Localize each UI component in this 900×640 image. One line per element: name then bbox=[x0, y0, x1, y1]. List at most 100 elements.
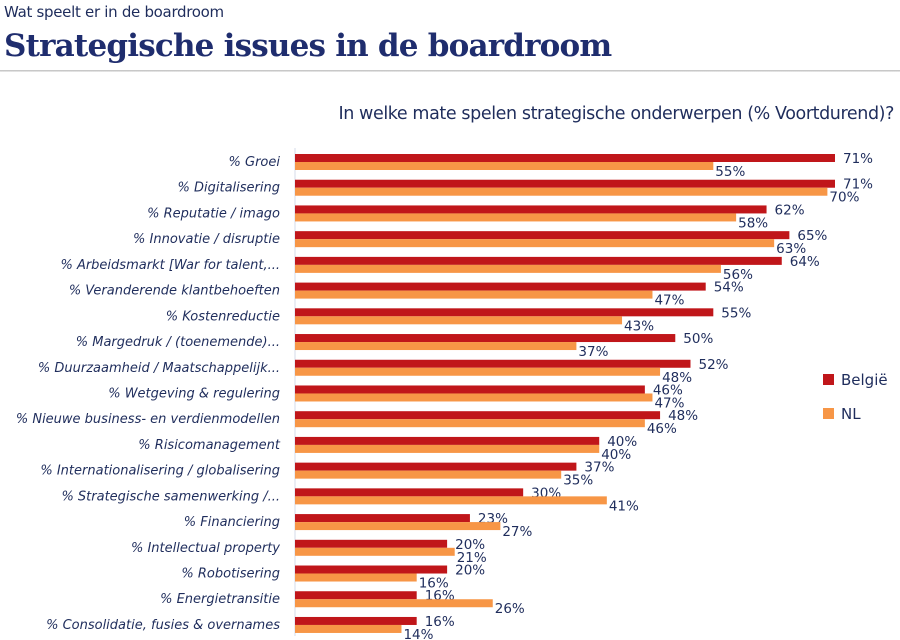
bar-belgie bbox=[295, 488, 524, 497]
bar-nl bbox=[295, 213, 737, 222]
bar-nl bbox=[295, 162, 714, 170]
bar-nl bbox=[295, 367, 661, 376]
legend-label: België bbox=[841, 371, 888, 389]
data-label: 65% bbox=[797, 228, 827, 244]
data-label: 16% bbox=[419, 576, 449, 592]
category-label: % Groei bbox=[229, 155, 281, 170]
category-label: % Consolidatie, fusies & overnames bbox=[46, 618, 280, 633]
category-label: % Nieuwe business- en verdienmodellen bbox=[16, 412, 280, 427]
category-label: % Intellectual property bbox=[131, 541, 280, 556]
data-label: 46% bbox=[653, 382, 683, 398]
data-label: 50% bbox=[683, 331, 713, 347]
data-label: 58% bbox=[738, 215, 768, 231]
bar-nl bbox=[295, 393, 653, 402]
bar-nl bbox=[295, 264, 721, 273]
data-label: 41% bbox=[609, 498, 639, 514]
supertitle: Wat speelt er in de boardroom bbox=[4, 3, 224, 21]
data-label: 35% bbox=[563, 473, 593, 489]
bar-nl bbox=[295, 599, 493, 608]
bar-nl bbox=[295, 316, 623, 325]
bar-nl bbox=[295, 522, 501, 531]
bar-belgie bbox=[295, 256, 782, 265]
data-label: 52% bbox=[698, 357, 728, 373]
chart-title: In welke mate spelen strategische onderw… bbox=[338, 104, 894, 124]
bar-belgie bbox=[295, 385, 645, 394]
title-divider bbox=[0, 70, 900, 72]
bar-belgie bbox=[295, 411, 661, 420]
data-label: 43% bbox=[624, 318, 654, 334]
bar-nl bbox=[295, 239, 775, 248]
category-label: % Margedruk / (toenemende)... bbox=[76, 335, 280, 350]
legend-swatch bbox=[823, 374, 834, 385]
category-label: % Kostenreductie bbox=[166, 309, 280, 324]
category-label: % Duurzaamheid / Maatschappelijk... bbox=[38, 361, 280, 376]
category-label: % Strategische samenwerking /... bbox=[61, 489, 280, 504]
bar-nl bbox=[295, 496, 607, 505]
category-label: % Energietransitie bbox=[160, 592, 280, 607]
bar-belgie bbox=[295, 154, 835, 162]
bar-belgie bbox=[295, 539, 448, 548]
bar-belgie bbox=[295, 514, 470, 523]
data-label: 47% bbox=[654, 293, 684, 309]
data-label: 47% bbox=[654, 395, 684, 411]
bar-nl bbox=[295, 342, 577, 351]
category-label: % Robotisering bbox=[181, 567, 280, 582]
data-label: 54% bbox=[714, 280, 744, 296]
category-label: % Wetgeving & regulering bbox=[108, 386, 280, 401]
bar-nl bbox=[295, 187, 828, 196]
bar-belgie bbox=[295, 565, 448, 574]
data-label: 40% bbox=[607, 434, 637, 450]
category-label: % Internationalisering / globalisering bbox=[40, 464, 280, 479]
bar-belgie bbox=[295, 282, 706, 291]
category-label: % Financiering bbox=[184, 515, 280, 530]
bar-belgie bbox=[295, 616, 417, 625]
data-label: 14% bbox=[403, 627, 433, 640]
category-label: % Innovatie / disruptie bbox=[133, 232, 280, 247]
bar-belgie bbox=[295, 231, 790, 240]
data-label: 70% bbox=[829, 190, 859, 206]
data-label: 48% bbox=[662, 370, 692, 386]
category-label: % Risicomanagement bbox=[138, 438, 281, 453]
bar-belgie bbox=[295, 436, 600, 445]
bar-belgie bbox=[295, 462, 577, 471]
data-label: 37% bbox=[584, 460, 614, 476]
legend-swatch bbox=[823, 408, 834, 419]
data-label: 20% bbox=[455, 537, 485, 553]
bar-belgie bbox=[295, 308, 714, 317]
category-label: % Veranderende klantbehoeften bbox=[69, 284, 280, 299]
data-label: 55% bbox=[721, 305, 751, 321]
bar-belgie bbox=[295, 179, 835, 188]
bar-nl bbox=[295, 624, 402, 633]
category-label: % Reputatie / imago bbox=[147, 206, 280, 221]
data-label: 40% bbox=[601, 447, 631, 463]
bar-nl bbox=[295, 290, 653, 299]
data-label: 27% bbox=[502, 524, 532, 540]
bar-belgie bbox=[295, 334, 676, 343]
data-label: 21% bbox=[457, 550, 487, 566]
bar-nl bbox=[295, 573, 417, 582]
data-label: 20% bbox=[455, 563, 485, 579]
bar-belgie bbox=[295, 205, 767, 214]
legend-label: NL bbox=[841, 405, 861, 423]
bar-nl bbox=[295, 547, 455, 556]
data-label: 71% bbox=[843, 151, 873, 167]
data-label: 37% bbox=[578, 344, 608, 360]
bar-nl bbox=[295, 444, 600, 453]
page-title: Strategische issues in de boardroom bbox=[4, 28, 612, 64]
data-label: 64% bbox=[790, 254, 820, 270]
data-label: 48% bbox=[668, 408, 698, 424]
data-label: 55% bbox=[715, 164, 745, 180]
bar-nl bbox=[295, 419, 645, 428]
bar-nl bbox=[295, 470, 562, 479]
bar-belgie bbox=[295, 359, 691, 368]
bar-belgie bbox=[295, 591, 417, 600]
category-label: % Arbeidsmarkt [War for talent,... bbox=[60, 258, 280, 273]
data-label: 16% bbox=[425, 614, 455, 630]
data-label: 71% bbox=[843, 177, 873, 193]
data-label: 56% bbox=[723, 267, 753, 283]
category-label: % Digitalisering bbox=[178, 181, 280, 196]
data-label: 63% bbox=[776, 241, 806, 257]
data-label: 26% bbox=[495, 601, 525, 617]
data-label: 46% bbox=[647, 421, 677, 437]
